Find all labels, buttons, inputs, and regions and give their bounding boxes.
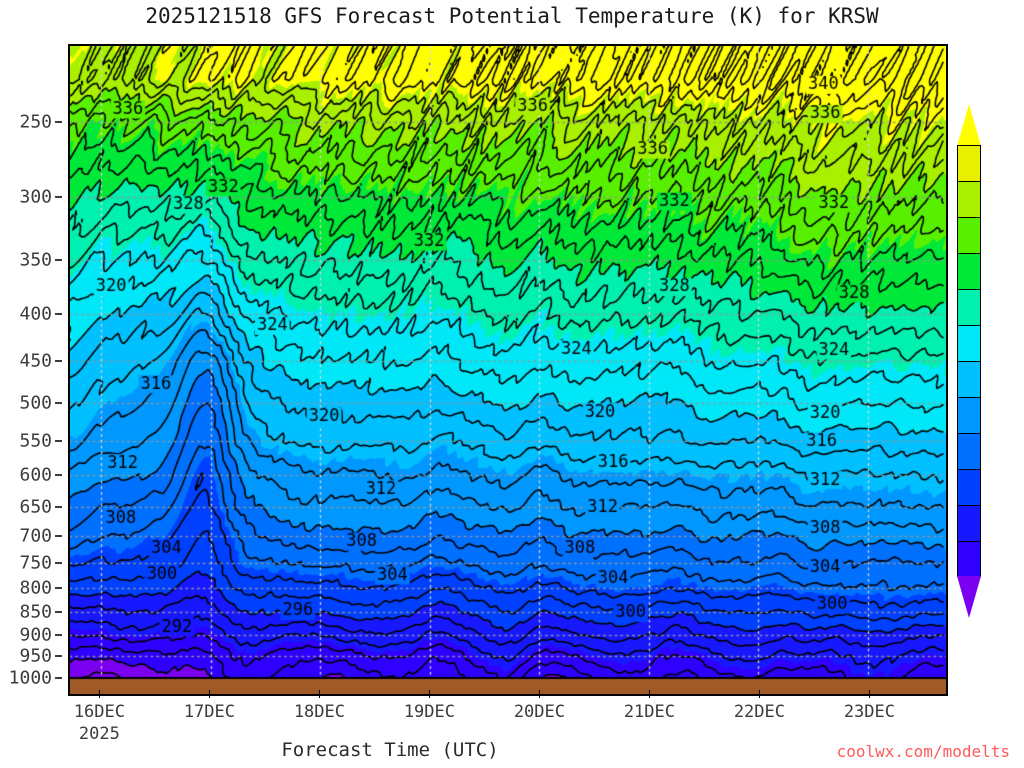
pressure-tick-label: 750 bbox=[19, 552, 52, 574]
pressure-tick-mark bbox=[55, 440, 62, 442]
time-tick-label: 17DEC bbox=[183, 702, 235, 722]
time-axis: 16DEC 17DEC 18DEC 19DEC 20DEC 21DEC 22DEC 23DEC… bbox=[68, 690, 948, 758]
pressure-tick-label: 300 bbox=[19, 186, 52, 208]
colorbar-cell bbox=[957, 289, 981, 325]
time-tick-label: 18DEC bbox=[293, 702, 345, 722]
time-tick-mark bbox=[759, 690, 761, 698]
pressure-tick-label: 350 bbox=[19, 249, 52, 271]
colorbar: 345340335330325320315310305300295290 bbox=[950, 60, 1024, 680]
colorbar-cell bbox=[957, 145, 981, 181]
time-tick-mark bbox=[539, 690, 541, 698]
time-tick-mark bbox=[319, 690, 321, 698]
time-tick-mark bbox=[209, 690, 211, 698]
pressure-axis: 250 300 350 400 450 500 550 600 650 700 750 800 850 9… bbox=[0, 44, 64, 696]
time-tick-label: 22DEC bbox=[733, 702, 785, 722]
time-tick-label: 23DEC bbox=[843, 702, 895, 722]
colorbar-cell bbox=[957, 361, 981, 397]
pressure-tick-label: 950 bbox=[19, 645, 52, 667]
pressure-tick-mark bbox=[55, 677, 62, 679]
colorbar-cell bbox=[957, 325, 981, 361]
time-tick-mark bbox=[869, 690, 871, 698]
contour-plot-area bbox=[68, 44, 948, 696]
colorbar-cell bbox=[957, 505, 981, 541]
pressure-tick-label: 250 bbox=[19, 111, 52, 133]
colorbar-cell bbox=[957, 433, 981, 469]
time-tick-label: 16DEC bbox=[73, 702, 125, 722]
pressure-tick-mark bbox=[55, 634, 62, 636]
colorbar-cell bbox=[957, 397, 981, 433]
colorbar-cell bbox=[957, 541, 981, 577]
year-label: 2025 bbox=[78, 724, 120, 744]
colorbar-swatches bbox=[957, 104, 981, 618]
pressure-tick-label: 650 bbox=[19, 496, 52, 518]
potential-temperature-contour-canvas bbox=[70, 46, 946, 694]
time-tick-label: 19DEC bbox=[403, 702, 455, 722]
colorbar-cell bbox=[957, 217, 981, 253]
colorbar-over-arrow bbox=[957, 104, 981, 146]
page-title: 2025121518 GFS Forecast Potential Temper… bbox=[145, 4, 879, 28]
pressure-tick-label: 800 bbox=[19, 577, 52, 599]
pressure-tick-mark bbox=[55, 360, 62, 362]
pressure-tick-mark bbox=[55, 506, 62, 508]
colorbar-cell bbox=[957, 181, 981, 217]
pressure-tick-label: 1000 bbox=[8, 667, 52, 689]
pressure-tick-label: 850 bbox=[19, 601, 52, 623]
time-tick-mark bbox=[649, 690, 651, 698]
pressure-tick-label: 400 bbox=[19, 303, 52, 325]
pressure-tick-label: 700 bbox=[19, 525, 52, 547]
pressure-tick-mark bbox=[55, 562, 62, 564]
pressure-tick-mark bbox=[55, 313, 62, 315]
time-tick-mark bbox=[429, 690, 431, 698]
pressure-tick-mark bbox=[55, 196, 62, 198]
pressure-tick-mark bbox=[55, 402, 62, 404]
credit-watermark: coolwx.com/modelts bbox=[836, 742, 1010, 761]
x-axis-title: Forecast Time (UTC) bbox=[281, 739, 499, 761]
pressure-tick-mark bbox=[55, 611, 62, 613]
pressure-tick-mark bbox=[55, 535, 62, 537]
time-tick-mark bbox=[99, 690, 101, 698]
pressure-tick-mark bbox=[55, 655, 62, 657]
time-tick-label: 20DEC bbox=[513, 702, 565, 722]
pressure-tick-mark bbox=[55, 587, 62, 589]
colorbar-under-arrow bbox=[957, 576, 981, 618]
pressure-tick-label: 500 bbox=[19, 392, 52, 414]
time-tick-label: 21DEC bbox=[623, 702, 675, 722]
pressure-tick-label: 550 bbox=[19, 430, 52, 452]
pressure-tick-mark bbox=[55, 259, 62, 261]
pressure-tick-mark bbox=[55, 474, 62, 476]
pressure-tick-label: 450 bbox=[19, 350, 52, 372]
pressure-tick-label: 900 bbox=[19, 624, 52, 646]
pressure-tick-label: 600 bbox=[19, 464, 52, 486]
pressure-tick-mark bbox=[55, 121, 62, 123]
colorbar-cell bbox=[957, 253, 981, 289]
colorbar-cell bbox=[957, 469, 981, 505]
